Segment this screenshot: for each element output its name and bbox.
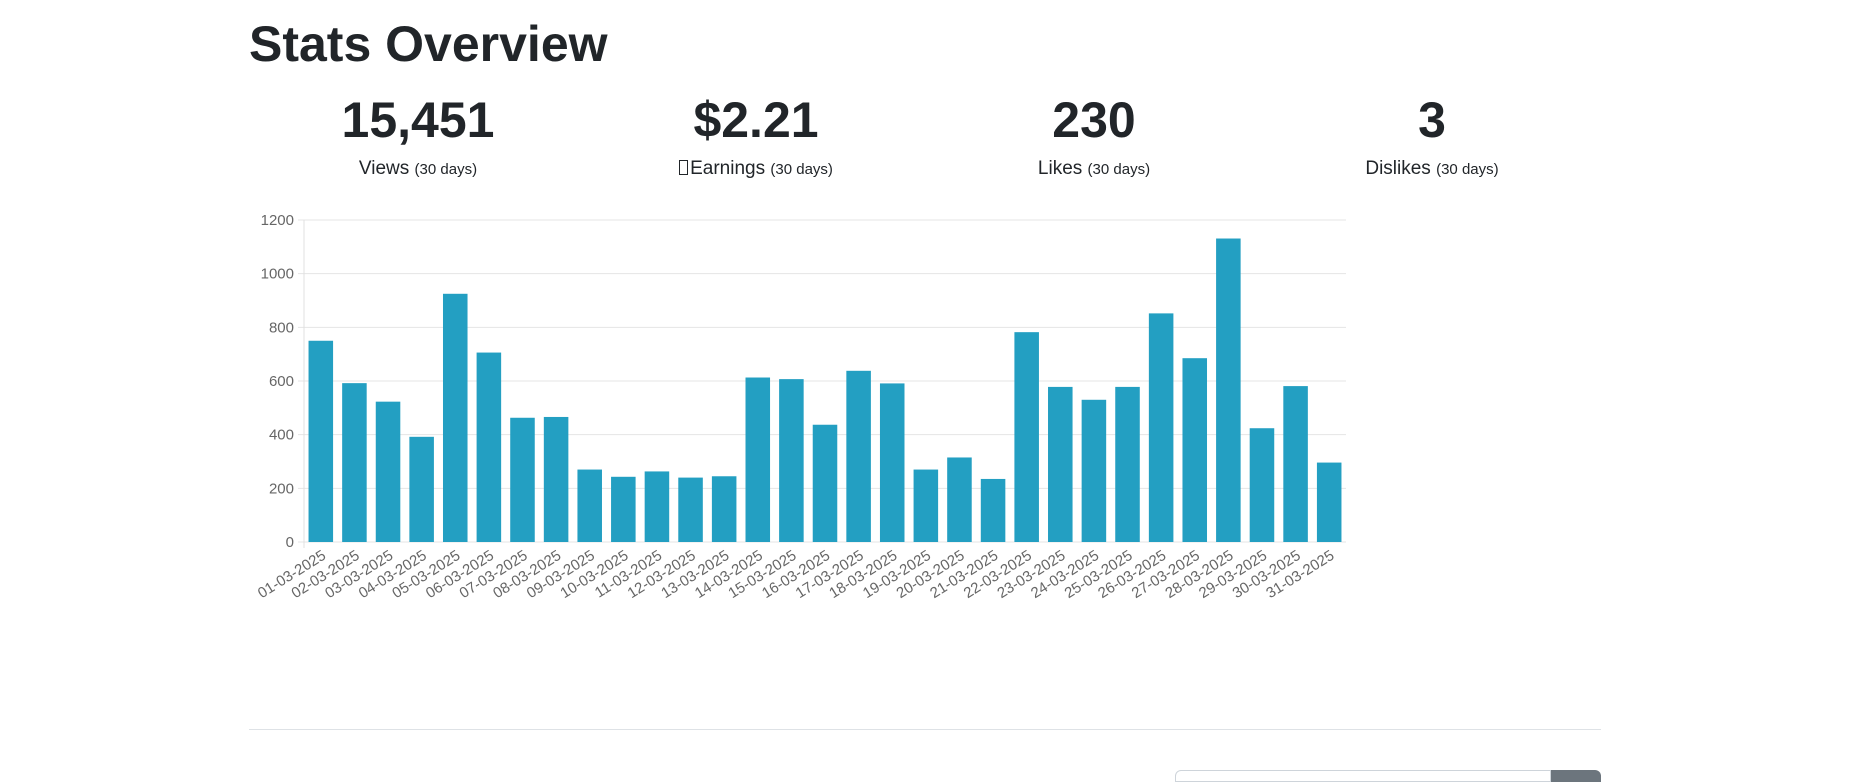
y-tick-label: 600 [269, 373, 294, 390]
bar [1048, 386, 1073, 542]
stat-likes-value: 230 [1052, 92, 1136, 148]
main-container: Stats Overview 15,451 Views (30 days) $2… [249, 0, 1601, 782]
bar [308, 340, 334, 542]
stat-dislikes-period: (30 days) [1436, 161, 1499, 178]
stat-likes-label: Likes [1037, 158, 1083, 179]
y-tick-label: 800 [269, 319, 294, 336]
bar [409, 436, 434, 542]
bar [442, 293, 468, 542]
y-tick-label: 1200 [261, 212, 294, 229]
bar [947, 457, 972, 542]
stats-row: 15,451 Views (30 days) $2.21 Earnings (3… [249, 88, 1601, 198]
bar [342, 383, 367, 542]
bar [543, 416, 569, 542]
bar [812, 424, 838, 542]
bar [1249, 428, 1275, 542]
stat-earnings-value: $2.21 [693, 92, 819, 148]
stat-likes-period: (30 days) [1087, 161, 1151, 178]
chart-bars [308, 238, 1342, 542]
bar [980, 478, 1006, 542]
bar [846, 370, 871, 542]
search-input[interactable] [1175, 770, 1551, 782]
bar [913, 469, 939, 542]
bar [577, 469, 602, 542]
bar [1316, 462, 1342, 542]
bar [1216, 238, 1241, 542]
stat-dislikes-label: Dislikes [1365, 158, 1431, 179]
bar [1148, 313, 1174, 542]
bar [510, 417, 535, 542]
bar [1014, 332, 1039, 542]
page-title: Stats Overview [249, 16, 608, 72]
bar [879, 383, 905, 542]
bar [1115, 386, 1140, 542]
y-tick-label: 0 [286, 534, 294, 551]
bar [678, 477, 703, 542]
coin-icon [679, 160, 689, 175]
stat-views-value: 15,451 [341, 92, 495, 148]
y-tick-label: 400 [269, 427, 294, 444]
stat-views: 15,451 Views (30 days) [249, 88, 587, 183]
stat-views-period: (30 days) [414, 161, 478, 178]
bar [611, 476, 636, 542]
bar [779, 379, 804, 542]
bar [711, 476, 737, 542]
bar [1081, 399, 1107, 542]
search-button[interactable] [1551, 770, 1601, 782]
bar [1182, 358, 1208, 542]
stat-likes: 230 Likes (30 days) [925, 88, 1263, 183]
bar [476, 352, 502, 542]
bar [644, 471, 670, 542]
stat-earnings: $2.21 Earnings (30 days) [587, 88, 925, 183]
bar [1283, 386, 1308, 542]
y-tick-label: 200 [269, 480, 294, 497]
y-tick-label: 1000 [261, 266, 294, 283]
stat-dislikes-value: 3 [1418, 92, 1446, 148]
stat-views-label: Views [358, 158, 410, 179]
bar [375, 401, 401, 542]
bar [745, 377, 771, 542]
views-bar-chart: 02004006008001000120001-03-202502-03-202… [255, 212, 1346, 602]
stat-dislikes: 3 Dislikes (30 days) [1263, 88, 1601, 183]
stat-earnings-label: Earnings [690, 158, 766, 179]
section-divider [249, 729, 1601, 730]
stat-earnings-period: (30 days) [770, 161, 833, 178]
